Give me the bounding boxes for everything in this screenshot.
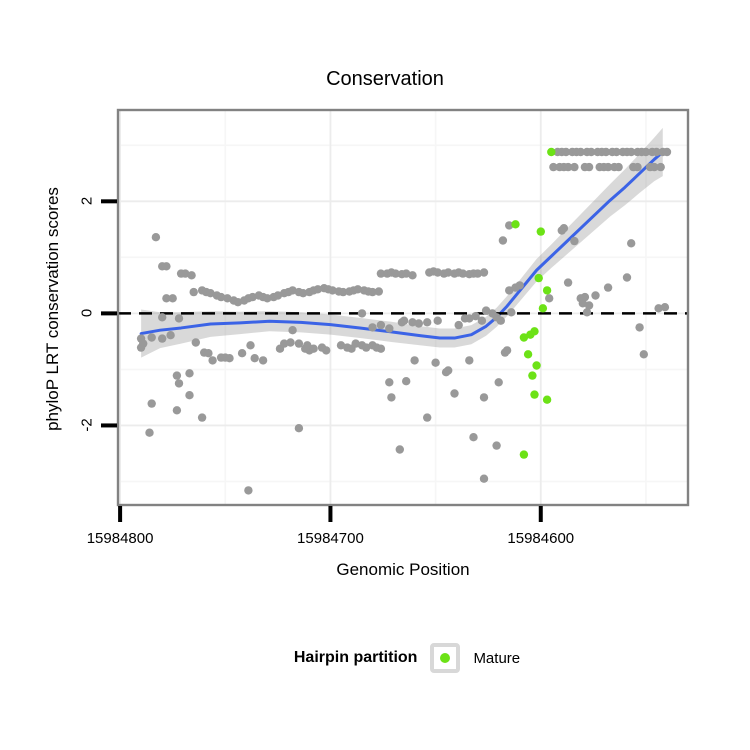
x-tick-label: 15984600 [507,530,575,547]
legend: Hairpin partition Mature [32,641,750,675]
y-tick-label: 2 [78,197,96,206]
x-tick-label: 15984800 [86,530,154,547]
y-tick-label: 0 [78,309,96,318]
chart-title: Conservation [326,68,444,90]
scatter-gray-points [136,147,672,495]
mature-point-icon [440,653,451,663]
grid-minor [118,110,688,505]
scatter-mature-points [511,147,556,459]
axis-ticks [101,199,543,522]
x-tick-label: 15984700 [297,530,364,547]
panel-border [116,108,690,507]
smooth-line [139,150,665,340]
legend-item-mature: Mature [473,649,521,667]
legend-title: Hairpin partition [293,649,418,666]
confidence-band [141,127,663,358]
x-axis-title: Genomic Position [336,560,470,579]
legend-key [430,643,461,673]
y-tick-label: -2 [78,418,96,433]
